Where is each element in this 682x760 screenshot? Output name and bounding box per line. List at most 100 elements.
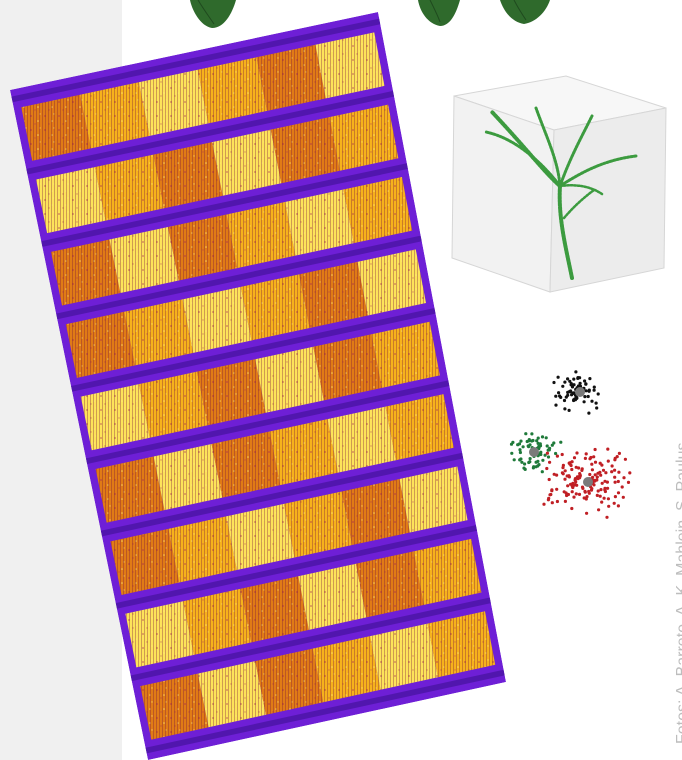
cluster-center xyxy=(529,447,539,457)
cluster-point xyxy=(552,472,556,476)
cluster-point xyxy=(526,444,530,448)
cluster-center xyxy=(575,387,585,397)
cluster-point xyxy=(563,477,567,481)
cluster-point xyxy=(530,432,534,436)
cluster-point xyxy=(616,491,621,495)
plant-3d-stem xyxy=(484,106,638,280)
cluster-point xyxy=(554,403,558,407)
cluster-point xyxy=(606,447,610,451)
cluster-point xyxy=(589,455,593,460)
cluster-point xyxy=(578,381,582,385)
plant-3d-box xyxy=(451,75,667,293)
field-plot-rows xyxy=(125,538,482,668)
cluster-point xyxy=(560,471,564,475)
cluster-point xyxy=(602,496,606,500)
cluster-point xyxy=(574,370,578,374)
cluster-point xyxy=(598,470,602,474)
cluster-point xyxy=(583,379,587,383)
field-plot-rows xyxy=(140,611,496,740)
cluster-point xyxy=(587,411,591,415)
cluster-point xyxy=(600,500,604,504)
cluster-center xyxy=(583,477,593,487)
cluster-point xyxy=(525,439,529,444)
cluster-point xyxy=(547,477,551,482)
cluster-point xyxy=(604,471,608,475)
cluster-point xyxy=(590,462,594,466)
cluster-point xyxy=(597,508,601,512)
cluster-point xyxy=(566,390,570,394)
cluster-point xyxy=(577,466,581,470)
cluster-point xyxy=(566,484,570,488)
cluster-point xyxy=(574,465,578,469)
field-path xyxy=(56,235,422,320)
cluster-point xyxy=(583,489,587,493)
cluster-point xyxy=(543,453,547,457)
cluster-point xyxy=(540,470,544,474)
cluster-point xyxy=(566,377,570,381)
cluster-point xyxy=(595,493,599,497)
cluster-point xyxy=(562,398,567,403)
cluster-point xyxy=(576,376,580,380)
cluster-point xyxy=(516,443,520,447)
cluster-point xyxy=(563,380,567,384)
cluster-point xyxy=(598,461,602,465)
cluster-point xyxy=(612,501,616,505)
field-path xyxy=(130,597,491,682)
cluster-point xyxy=(577,492,582,496)
leaf-icon-middle xyxy=(418,0,460,26)
cluster-point xyxy=(592,388,596,392)
cluster-point xyxy=(512,458,516,462)
cluster-point xyxy=(536,436,540,440)
cluster-point xyxy=(557,391,561,395)
cluster-point xyxy=(599,473,603,477)
cluster-point xyxy=(583,395,587,399)
cluster-point xyxy=(574,492,578,496)
cluster-point xyxy=(569,383,573,387)
cluster-point xyxy=(605,515,609,519)
cluster-point xyxy=(534,465,538,469)
cluster-point xyxy=(559,395,563,399)
cluster-point xyxy=(572,456,577,460)
field-path xyxy=(41,163,408,247)
cluster-point xyxy=(545,451,549,455)
field-path xyxy=(115,525,478,609)
cluster-point xyxy=(570,460,574,464)
cluster-point xyxy=(590,399,594,403)
cluster-point xyxy=(617,451,621,455)
cluster-point xyxy=(555,473,559,477)
cluster-point xyxy=(577,475,581,479)
cluster-point xyxy=(586,394,590,399)
cluster-point xyxy=(535,439,539,443)
cluster-point xyxy=(589,488,594,492)
cluster-point xyxy=(590,468,594,472)
cluster-point xyxy=(520,460,524,464)
cluster-point xyxy=(584,382,588,386)
cluster-point xyxy=(523,467,527,471)
field-plot-rows xyxy=(36,104,399,234)
cluster-point xyxy=(572,377,576,381)
cluster-point xyxy=(545,466,549,471)
cluster-point xyxy=(584,452,588,456)
cluster-point xyxy=(596,392,600,396)
cluster-point xyxy=(580,485,585,489)
cluster-2 xyxy=(542,447,632,519)
cluster-point xyxy=(587,489,591,494)
cluster-point xyxy=(622,476,626,480)
cluster-point xyxy=(572,495,576,499)
cluster-point xyxy=(540,435,545,439)
leaf-icons xyxy=(190,0,550,28)
cluster-point xyxy=(511,440,515,444)
cluster-point xyxy=(547,448,551,452)
cluster-point xyxy=(572,391,576,395)
cluster-point xyxy=(593,447,597,452)
cluster-point xyxy=(523,462,527,466)
cluster-point xyxy=(588,472,592,477)
cluster-point xyxy=(534,460,538,464)
cluster-point xyxy=(613,468,617,472)
cluster-point xyxy=(592,385,596,389)
cluster-point xyxy=(606,459,610,463)
cluster-point xyxy=(548,493,552,497)
cluster-point xyxy=(561,384,565,388)
cluster-point xyxy=(585,511,589,515)
